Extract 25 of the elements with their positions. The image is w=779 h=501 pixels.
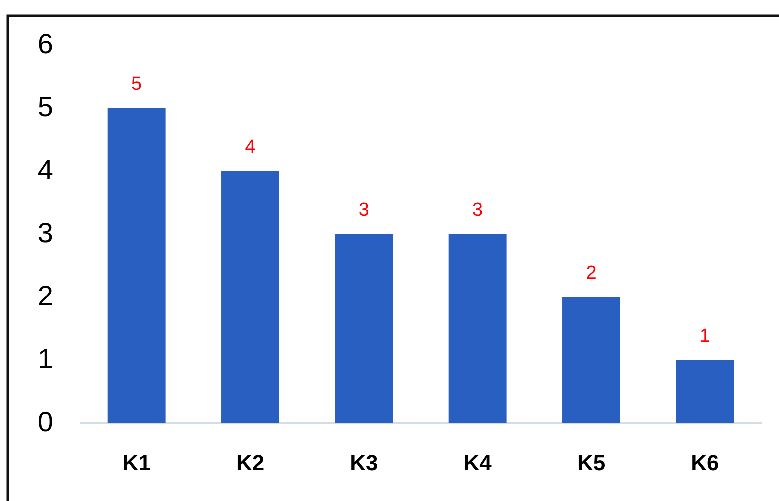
y-tick-label: 5 [38, 92, 54, 122]
data-label: 5 [132, 74, 142, 95]
y-tick-label: 4 [38, 154, 54, 186]
bar [222, 171, 280, 423]
bar [335, 234, 394, 423]
bar [108, 108, 166, 423]
data-label: 2 [586, 263, 597, 284]
y-tick-label: 6 [38, 28, 54, 60]
y-tick-label: 1 [38, 344, 54, 374]
y-tick-label: 2 [38, 280, 54, 312]
x-tick-label: K5 [577, 450, 606, 476]
bar [676, 360, 734, 423]
data-label: 3 [472, 200, 484, 221]
bar [448, 234, 507, 423]
data-label: 1 [700, 326, 710, 347]
x-tick-label: K1 [122, 450, 151, 476]
x-tick-label: K3 [350, 450, 378, 476]
data-label: 3 [358, 200, 370, 221]
y-tick-label: 3 [38, 218, 54, 248]
data-label: 4 [245, 137, 256, 158]
x-tick-label: K2 [236, 450, 265, 476]
x-tick-label: K4 [464, 450, 493, 476]
y-tick-label: 0 [38, 406, 54, 438]
x-tick-label: K6 [691, 450, 720, 476]
bar [562, 297, 620, 423]
